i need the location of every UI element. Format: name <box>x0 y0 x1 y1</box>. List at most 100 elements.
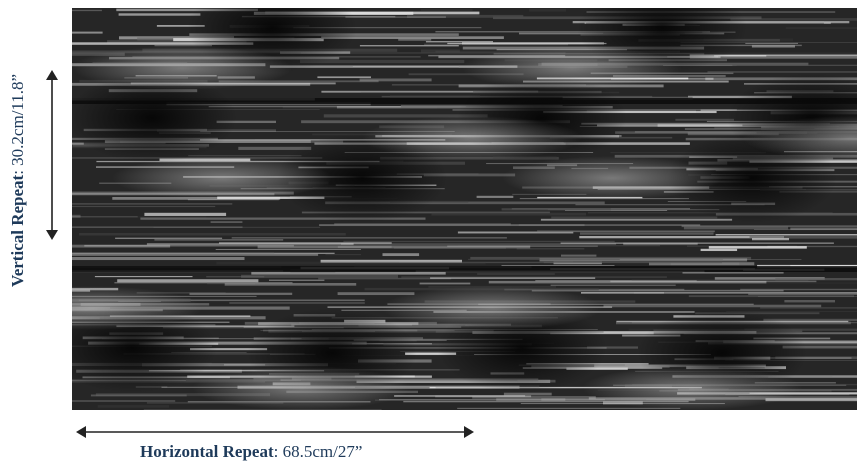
pattern-streak <box>318 277 452 280</box>
pattern-streak <box>708 246 807 249</box>
pattern-streak <box>229 302 365 304</box>
pattern-streak <box>435 395 532 398</box>
pattern-streak <box>477 273 555 275</box>
pattern-streak <box>529 8 567 12</box>
pattern-streak <box>321 36 504 39</box>
pattern-streak <box>118 13 201 16</box>
pattern-streak <box>72 400 176 402</box>
pattern-streak <box>715 234 857 236</box>
pattern-streak <box>597 124 743 127</box>
pattern-streak <box>767 245 857 248</box>
pattern-streak <box>581 292 664 294</box>
pattern-streak <box>775 278 857 281</box>
pattern-streak <box>117 279 259 283</box>
pattern-streak <box>84 244 294 247</box>
pattern-dark-patch <box>277 133 447 223</box>
pattern-streak <box>547 209 720 211</box>
pattern-streak <box>72 42 254 45</box>
pattern-streak <box>587 346 638 349</box>
pattern-streak <box>749 235 857 239</box>
pattern-streak <box>206 276 265 278</box>
pattern-streak <box>501 208 611 211</box>
wallpaper-pattern-swatch <box>72 8 857 410</box>
pattern-streak <box>97 405 169 408</box>
pattern-streak <box>343 240 615 243</box>
pattern-streak <box>575 204 765 206</box>
pattern-streak <box>680 42 857 44</box>
pattern-streak <box>603 304 822 308</box>
pattern-streak <box>382 253 420 257</box>
pattern-streak <box>72 214 81 218</box>
pattern-streak <box>337 292 415 296</box>
pattern-streak <box>207 281 256 285</box>
pattern-streak <box>257 245 531 249</box>
pattern-streak <box>550 284 676 286</box>
pattern-streak <box>539 258 748 262</box>
pattern-streak <box>435 31 710 33</box>
pattern-streak <box>301 211 550 214</box>
pattern-streak <box>457 407 681 409</box>
pattern-streak <box>623 242 698 246</box>
pattern-streak <box>142 363 328 367</box>
pattern-streak <box>217 196 325 199</box>
pattern-streak <box>560 242 834 244</box>
pattern-streak <box>72 31 103 34</box>
pattern-streak <box>790 227 857 231</box>
pattern-streak <box>675 118 734 121</box>
pattern-streak <box>200 131 455 132</box>
pattern-streak <box>682 271 784 274</box>
pattern-streak <box>784 300 835 303</box>
pattern-streak <box>785 27 857 29</box>
pattern-streak <box>689 56 857 59</box>
pattern-streak <box>730 18 857 21</box>
pattern-streak <box>144 212 227 216</box>
pattern-streak <box>540 218 733 221</box>
pattern-streak <box>457 231 574 234</box>
pattern-streak <box>95 393 271 397</box>
pattern-streak <box>476 195 514 198</box>
pattern-streak <box>72 203 233 205</box>
pattern-streak <box>189 292 293 295</box>
pattern-streak <box>757 296 857 297</box>
pattern-streak <box>551 216 718 220</box>
pattern-streak <box>293 27 482 29</box>
pattern-streak <box>537 230 715 233</box>
pattern-streak <box>405 352 457 355</box>
pattern-streak <box>72 142 84 145</box>
pattern-streak <box>337 245 392 249</box>
pattern-streak <box>447 245 598 247</box>
pattern-streak <box>531 365 670 368</box>
pattern-streak <box>398 38 432 41</box>
pattern-streak <box>120 140 344 143</box>
pattern-streak <box>94 276 193 278</box>
pattern-streak <box>399 261 574 263</box>
pattern-dark-patch <box>72 73 237 163</box>
pattern-light-patch <box>112 156 332 200</box>
pattern-streak <box>154 44 212 47</box>
pattern-streak <box>107 40 247 43</box>
pattern-streak <box>72 9 102 12</box>
pattern-streak <box>430 277 596 279</box>
pattern-streak <box>393 247 506 249</box>
pattern-streak <box>115 237 223 240</box>
pattern-streak <box>680 44 802 47</box>
pattern-streak <box>154 239 284 241</box>
pattern-streak <box>754 229 857 230</box>
pattern-light-patch <box>382 286 602 330</box>
pattern-streak <box>300 59 465 64</box>
pattern-streak <box>535 280 697 282</box>
pattern-streak <box>408 73 524 76</box>
pattern-streak <box>359 45 459 47</box>
pattern-streak <box>420 9 473 11</box>
pattern-streak <box>72 252 335 254</box>
pattern-streak <box>218 80 379 83</box>
pattern-streak <box>763 318 857 322</box>
pattern-streak <box>472 396 596 399</box>
pattern-streak <box>782 345 857 349</box>
pattern-streak <box>146 401 284 404</box>
pattern-streak <box>319 224 585 227</box>
pattern-streak <box>116 8 258 12</box>
pattern-streak <box>231 237 507 239</box>
pattern-streak <box>379 399 605 401</box>
pattern-streak <box>188 155 302 157</box>
